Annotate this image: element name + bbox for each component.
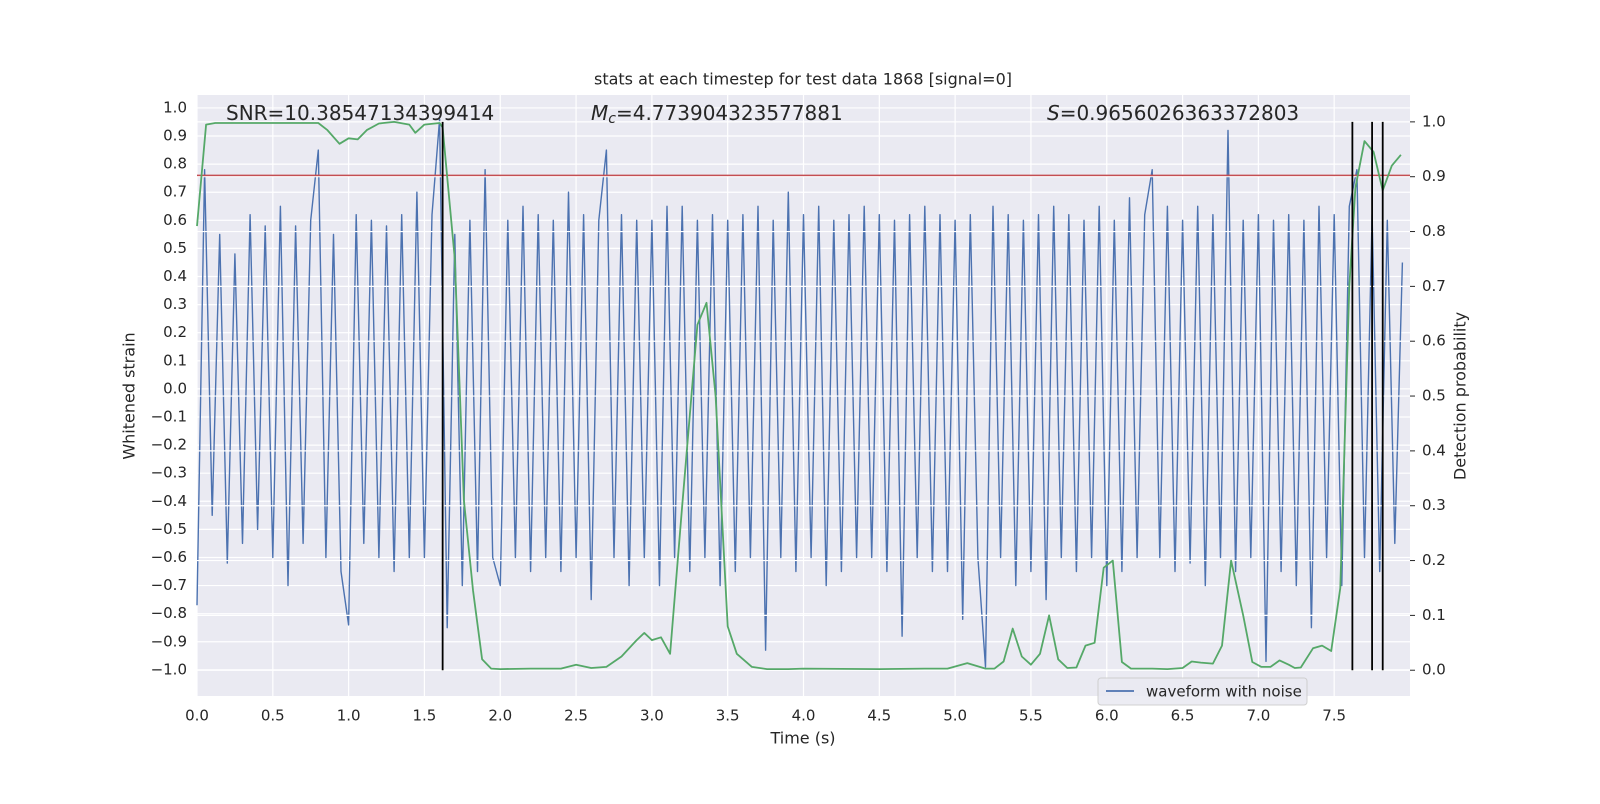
y-tick-label: −0.5 — [151, 520, 187, 538]
y-tick-label: −0.1 — [151, 407, 187, 425]
annotation-text: =0.9656026363372803 — [1060, 101, 1299, 125]
annotation: Mc=4.773904323577881 — [591, 101, 843, 128]
x-tick-label: 1.0 — [337, 707, 361, 725]
x-tick-label: 3.5 — [716, 707, 740, 725]
y-tick-label: −1.0 — [151, 660, 187, 678]
y-tick-label: 1.0 — [163, 98, 187, 116]
x-tick-label: 6.0 — [1095, 707, 1119, 725]
over-layer — [196, 121, 1415, 671]
y2-tick-label: 0.5 — [1422, 387, 1446, 405]
y-tick-label: 0.2 — [163, 323, 187, 341]
x-tick-label: 5.5 — [1019, 707, 1043, 725]
legend-label: waveform with noise — [1146, 683, 1302, 701]
y-tick-label: −0.3 — [151, 464, 187, 482]
x-tick-label: 1.5 — [413, 707, 437, 725]
y-tick-label: −0.8 — [151, 604, 187, 622]
y-tick-label: 0.7 — [163, 183, 187, 201]
y-tick-label: 0.9 — [163, 127, 187, 145]
chart-title: stats at each timestep for test data 186… — [594, 70, 1012, 89]
y-tick-label: 0.5 — [163, 239, 187, 257]
y-tick-label: 0.3 — [163, 295, 187, 313]
y-tick-label: −0.9 — [151, 632, 187, 650]
y2-tick-label: 0.6 — [1422, 332, 1446, 350]
x-tick-label: 7.5 — [1322, 707, 1346, 725]
x-tick-label: 7.0 — [1246, 707, 1270, 725]
annotation-subscript: c — [608, 111, 616, 127]
y-tick-label: −0.4 — [151, 492, 187, 510]
y2-tick-label: 0.0 — [1422, 661, 1446, 679]
y2-tick-label: 0.7 — [1422, 277, 1446, 295]
x-tick-label: 3.0 — [640, 707, 664, 725]
y2-tick-label: 0.1 — [1422, 606, 1446, 624]
annotation-text: =4.773904323577881 — [616, 101, 843, 125]
annotation: S=0.9656026363372803 — [1047, 101, 1299, 125]
y-tick-label: 0.6 — [163, 211, 187, 229]
y-tick-label: −0.2 — [151, 436, 187, 454]
y2-tick-label: 0.2 — [1422, 551, 1446, 569]
y2-tick-label: 0.8 — [1422, 222, 1446, 240]
x-tick-label: 6.5 — [1171, 707, 1195, 725]
y-axis-label: Whitened strain — [120, 332, 139, 459]
annotation-text: SNR=10.38547134399414 — [226, 101, 494, 125]
annotation-symbol: M — [591, 101, 608, 125]
y-tick-label: −0.6 — [151, 548, 187, 566]
x-tick-label: 2.5 — [564, 707, 588, 725]
annotation: SNR=10.38547134399414 — [226, 101, 494, 125]
y-tick-label: −0.7 — [151, 576, 187, 594]
y2-tick-label: 1.0 — [1422, 112, 1446, 130]
y2-axis-label: Detection probability — [1451, 312, 1470, 480]
y2-tick-label: 0.4 — [1422, 441, 1446, 459]
x-tick-label: 4.5 — [867, 707, 891, 725]
x-tick-label: 4.0 — [792, 707, 816, 725]
legend-box — [1097, 677, 1308, 706]
x-tick-label: 5.0 — [943, 707, 967, 725]
y-tick-label: 0.4 — [163, 267, 187, 285]
x-tick-label: 0.0 — [185, 707, 209, 725]
y-tick-label: 0.0 — [163, 379, 187, 397]
y-tick-label: 0.1 — [163, 351, 187, 369]
y-tick-label: 0.8 — [163, 155, 187, 173]
series-line — [196, 121, 1402, 670]
x-tick-label: 2.0 — [488, 707, 512, 725]
x-axis-label: Time (s) — [769, 729, 835, 748]
y2-tick-label: 0.3 — [1422, 496, 1446, 514]
x-tick-label: 0.5 — [261, 707, 285, 725]
annotation-symbol: S — [1047, 101, 1060, 125]
y2-tick-label: 0.9 — [1422, 167, 1446, 185]
